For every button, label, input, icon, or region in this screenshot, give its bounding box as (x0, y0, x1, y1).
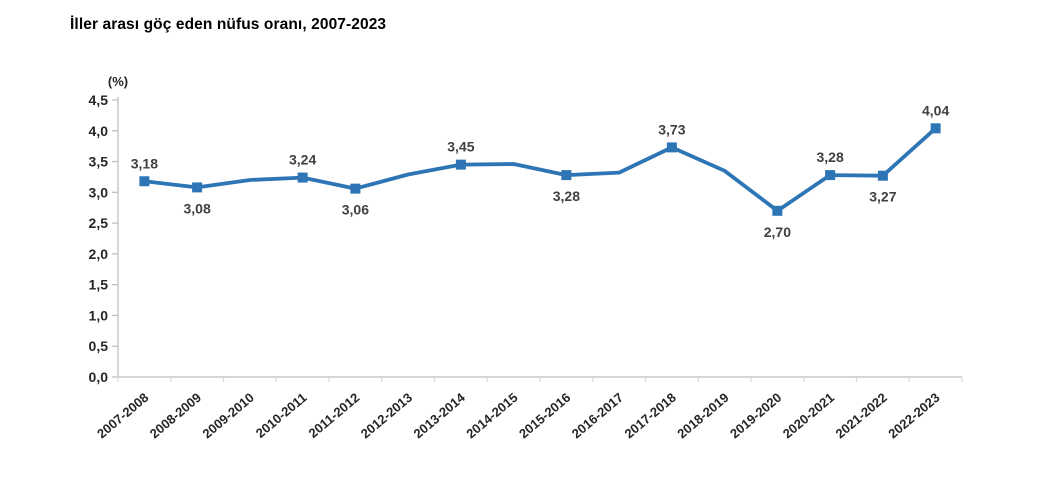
x-axis-category-label: 2020-2021 (780, 390, 837, 441)
data-point-label: 3,06 (342, 202, 369, 218)
data-point-label: 3,18 (131, 155, 158, 171)
y-axis-tick-label: 0,0 (89, 369, 109, 385)
x-axis-category-label: 2014-2015 (463, 390, 520, 441)
y-axis-tick-label: 1,5 (89, 277, 109, 293)
series-line (142, 126, 938, 213)
y-axis-tick-label: 3,5 (89, 154, 109, 170)
data-point-label: 3,28 (817, 149, 844, 165)
data-point-marker (772, 205, 783, 216)
data-point-label: 3,28 (553, 188, 580, 204)
data-point-label: 3,27 (869, 189, 896, 205)
x-axis-category-label: 2018-2019 (674, 390, 731, 441)
data-point-marker (930, 123, 941, 134)
y-axis-unit-label: (%) (108, 74, 128, 89)
x-axis-category-label: 2022-2023 (885, 390, 942, 441)
data-point-marker (877, 170, 888, 181)
x-axis-category-label: 2012-2013 (358, 390, 415, 441)
x-axis-category-label: 2007-2008 (94, 390, 151, 441)
y-axis-tick-label: 2,5 (89, 215, 109, 231)
x-axis-category-label: 2008-2009 (147, 390, 204, 441)
data-point-label: 3,08 (184, 200, 211, 216)
x-axis-category-label: 2011-2012 (306, 390, 363, 441)
x-axis-category-label: 2019-2020 (727, 390, 784, 441)
chart-title: İller arası göç eden nüfus oranı, 2007-2… (70, 16, 387, 33)
y-axis-tick-label: 1,0 (89, 307, 109, 323)
data-point-marker (192, 182, 203, 193)
data-point-marker (139, 176, 150, 187)
data-point-label: 3,45 (447, 139, 474, 155)
x-axis-category-label: 2017-2018 (622, 390, 679, 441)
x-axis-category-label: 2010-2011 (253, 390, 310, 441)
y-axis-tick-label: 4,0 (89, 123, 109, 139)
data-point-marker (825, 170, 836, 181)
x-axis-category-label: 2016-2017 (569, 390, 626, 441)
x-axis-category-label: 2015-2016 (516, 390, 573, 441)
data-point-label: 3,24 (289, 152, 316, 168)
y-axis-tick-label: 0,5 (89, 338, 109, 354)
data-point-marker (561, 170, 572, 181)
data-point-label: 4,04 (922, 102, 949, 118)
data-point-marker (666, 142, 677, 153)
data-point-marker (350, 183, 361, 194)
data-point-marker (455, 159, 466, 170)
y-axis-tick-label: 4,5 (89, 92, 109, 108)
y-axis-tick-label: 2,0 (89, 246, 109, 262)
x-axis-category-label: 2013-2014 (411, 389, 469, 441)
x-axis-category-label: 2021-2022 (833, 390, 890, 441)
data-point-marker (297, 172, 308, 183)
data-point-label: 2,70 (764, 224, 791, 240)
data-point-label: 3,73 (658, 121, 685, 137)
x-axis-category-label: 2009-2010 (200, 390, 257, 441)
y-axis-tick-label: 3,0 (89, 184, 109, 200)
